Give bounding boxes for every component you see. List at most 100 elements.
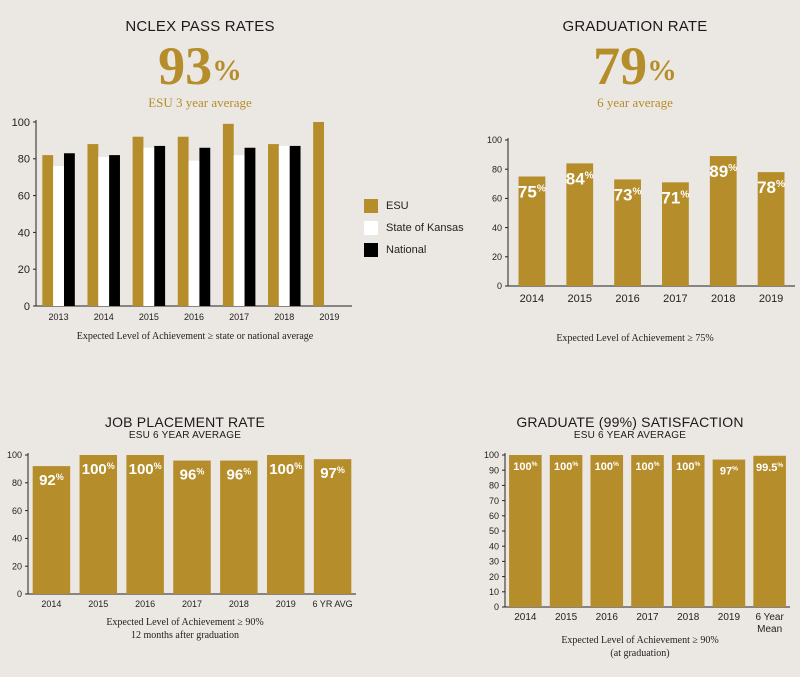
bar — [126, 455, 164, 594]
y-tick-label: 20 — [492, 252, 502, 262]
bar-state-of-kansas — [188, 160, 200, 306]
y-tick-label: 60 — [18, 190, 30, 202]
x-tick-label: 2013 — [49, 312, 69, 322]
data-label: 100% — [82, 461, 115, 478]
x-tick-label: 2019 — [759, 293, 783, 305]
y-tick-label: 40 — [489, 541, 499, 551]
nclex-big-value: 93 — [158, 36, 213, 96]
bar-national — [154, 145, 166, 306]
x-tick-label: Mean — [757, 624, 782, 635]
y-tick-label: 50 — [489, 526, 499, 536]
legend-item-state: State of Kansas — [364, 220, 464, 236]
y-tick-label: 80 — [489, 481, 499, 491]
nclex-subtitle: ESU 3 year average — [148, 95, 252, 110]
job-note-line1: Expected Level of Achievement ≥ 90% — [106, 617, 264, 628]
data-label: 89% — [709, 162, 737, 181]
job-note-line2: 12 months after graduation — [130, 630, 240, 641]
bar — [709, 156, 737, 286]
y-tick-label: 30 — [489, 557, 499, 567]
nclex-big-number: 93% — [40, 36, 360, 96]
y-tick-label: 40 — [492, 223, 502, 233]
x-tick-label: 2016 — [135, 599, 155, 609]
bar — [313, 459, 352, 594]
bar — [549, 455, 583, 607]
satisfaction-panel: GRADUATE (99%) SATISFACTION ESU 6 YEAR A… — [460, 400, 800, 677]
y-tick-label: 100 — [12, 117, 30, 129]
y-tick-label: 0 — [494, 602, 499, 612]
nclex-chart: 0 20 40 60 80 100 2013 2014 2015 2016 2017 2018 2019 — [12, 117, 352, 322]
bar — [590, 455, 624, 607]
bar-state-of-kansas — [53, 166, 64, 306]
legend-swatch-esu — [364, 199, 378, 213]
graduation-subtitle: 6 year average — [597, 95, 673, 110]
legend-label-national: National — [386, 244, 427, 256]
bar — [518, 176, 546, 286]
x-tick-label: 2019 — [319, 312, 339, 322]
bar-state-of-kansas — [143, 147, 155, 306]
y-tick-label: 80 — [12, 478, 22, 488]
data-label: 97% — [320, 465, 345, 482]
graduation-big-value: 79 — [593, 36, 648, 96]
y-tick-label: 40 — [18, 227, 30, 239]
x-tick-label: 2014 — [514, 612, 537, 623]
bar — [712, 459, 746, 607]
x-tick-label: 2015 — [555, 612, 578, 623]
bar — [662, 182, 689, 286]
y-tick-label: 10 — [489, 587, 499, 597]
satisfaction-chart: 0 10 20 30 40 50 60 70 80 90 100 100% 2014 100% 2015 10… — [484, 450, 790, 635]
y-tick-label: 20 — [489, 572, 499, 582]
data-label: 100% — [676, 461, 700, 473]
bar-state-of-kansas — [233, 155, 245, 306]
job-subtitle: ESU 6 YEAR AVERAGE — [128, 430, 242, 441]
nclex-title: NCLEX PASS RATES — [125, 18, 275, 35]
x-tick-label: 2019 — [276, 599, 296, 609]
bar-esu — [87, 144, 99, 306]
x-tick-label: 2017 — [229, 312, 249, 322]
data-label: 100% — [554, 461, 578, 473]
satisfaction-note-line2: (at graduation) — [610, 648, 670, 659]
bar-national — [63, 153, 75, 306]
satisfaction-title: GRADUATE (99%) SATISFACTION — [516, 414, 744, 430]
y-tick-label: 20 — [18, 264, 30, 276]
graduation-title: GRADUATION RATE — [562, 18, 708, 35]
bar — [614, 179, 641, 286]
data-label: 100% — [595, 461, 619, 473]
bar-esu — [42, 155, 54, 306]
nclex-legend: ESU State of Kansas National — [364, 198, 464, 264]
data-label: 73% — [614, 185, 642, 204]
data-label: 75% — [518, 183, 546, 202]
y-tick-label: 0 — [24, 301, 30, 313]
y-tick-label: 20 — [12, 561, 22, 571]
job-title: JOB PLACEMENT RATE — [104, 414, 266, 430]
bar-esu — [222, 123, 234, 306]
x-tick-label: 2014 — [41, 599, 61, 609]
legend-item-esu: ESU — [364, 198, 464, 214]
bar-national — [244, 147, 256, 306]
data-label: 71% — [661, 188, 689, 207]
job-chart: 0 20 40 60 80 100 92% 2014 100% 2015 100% 2016 96% 20… — [7, 450, 356, 609]
y-tick-label: 100 — [7, 450, 22, 460]
legend-item-national: National — [364, 242, 464, 258]
y-tick-label: 70 — [489, 496, 499, 506]
satisfaction-note-line1: Expected Level of Achievement ≥ 90% — [561, 635, 719, 646]
data-label: 96% — [227, 466, 252, 483]
bar — [753, 455, 786, 607]
y-tick-label: 90 — [489, 465, 499, 475]
job-panel: JOB PLACEMENT RATE ESU 6 YEAR AVERAGE 0 2… — [0, 400, 370, 677]
graduation-big-pct: % — [647, 55, 677, 88]
x-tick-label: 2017 — [182, 599, 202, 609]
x-tick-label: 2018 — [274, 312, 294, 322]
bar-state-of-kansas — [98, 156, 110, 306]
x-tick-label: 2017 — [663, 293, 687, 305]
x-tick-label: 2015 — [88, 599, 108, 609]
bar-state-of-kansas — [278, 145, 290, 306]
bar-esu — [177, 136, 189, 306]
x-tick-label: 2019 — [718, 612, 741, 623]
data-label: 100% — [129, 461, 162, 478]
x-tick-label: 2015 — [139, 312, 159, 322]
bar-national — [109, 155, 120, 306]
bar — [509, 455, 542, 607]
bar — [173, 460, 211, 594]
bar-esu — [132, 136, 144, 306]
y-tick-label: 80 — [18, 154, 30, 166]
